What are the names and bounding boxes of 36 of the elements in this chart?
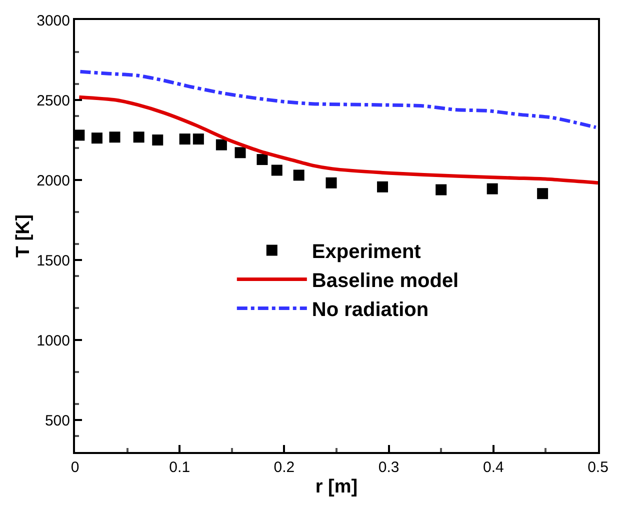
point [234,147,246,158]
point [486,183,498,194]
point [537,188,548,200]
y-tick-label: 3000 [36,12,70,30]
point [152,134,164,146]
legend-label: Baseline model [312,270,459,292]
y-axis-title: T [K] [12,214,34,258]
y-tick-label: 2500 [36,92,70,110]
x-tick-label: 0.1 [169,459,190,476]
point [436,184,447,196]
y-tick-label: 1000 [36,332,70,350]
point [91,132,102,144]
y-tick-label: 500 [44,412,70,430]
point [256,154,268,166]
x-tick-label: 0.2 [274,459,295,476]
x-tick-label: 0.3 [378,459,400,476]
x-tick-label: 0.5 [588,459,608,476]
point [133,132,144,143]
legend-label: No radiation [312,299,429,321]
x-tick-label: 0.4 [482,459,504,476]
line-series [78,70,598,130]
point [109,132,120,143]
x-tick-label: 0 [70,459,80,476]
point [271,164,282,176]
legend-label: Experiment [312,241,422,263]
line-series [77,95,598,185]
point [179,134,190,145]
point [192,134,204,145]
x-axis-title: r [m] [315,476,358,498]
point [326,177,337,188]
point [216,139,227,150]
point [377,181,388,192]
y-tick-label: 2000 [36,172,70,190]
point [75,130,85,141]
point [293,170,304,181]
y-tick-label: 1500 [36,252,70,270]
